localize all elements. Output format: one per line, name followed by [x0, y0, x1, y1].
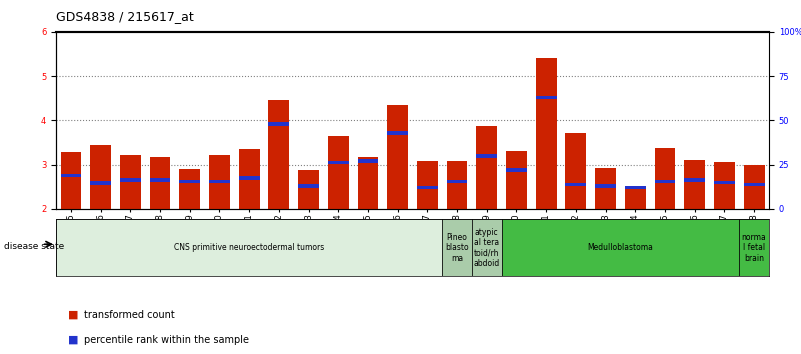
Bar: [298, 170, 319, 209]
Bar: [417, 161, 438, 209]
Text: ■: ■: [68, 335, 78, 345]
Bar: [268, 122, 289, 126]
Text: disease state: disease state: [4, 241, 64, 251]
Bar: [506, 168, 527, 172]
Text: GDS4838 / 215617_at: GDS4838 / 215617_at: [56, 10, 194, 23]
Bar: [298, 184, 319, 188]
Bar: [417, 186, 438, 189]
Bar: [684, 178, 705, 182]
Bar: [654, 180, 675, 183]
Text: transformed count: transformed count: [84, 310, 175, 320]
Bar: [684, 160, 705, 209]
Bar: [739, 219, 769, 276]
Bar: [91, 145, 111, 209]
Bar: [536, 58, 557, 209]
Bar: [477, 126, 497, 209]
Bar: [442, 219, 472, 276]
Text: atypic
al tera
toid/rh
abdoid: atypic al tera toid/rh abdoid: [473, 228, 500, 268]
Bar: [357, 156, 378, 209]
Bar: [150, 178, 171, 182]
Bar: [625, 186, 646, 189]
Bar: [625, 189, 646, 209]
Bar: [91, 182, 111, 185]
Bar: [357, 159, 378, 163]
Text: CNS primitive neuroectodermal tumors: CNS primitive neuroectodermal tumors: [174, 243, 324, 252]
Bar: [179, 180, 200, 183]
Bar: [447, 161, 468, 209]
Bar: [595, 168, 616, 209]
Bar: [56, 219, 442, 276]
Text: norma
l fetal
brain: norma l fetal brain: [742, 233, 767, 263]
Bar: [61, 152, 82, 209]
Bar: [536, 96, 557, 99]
Bar: [120, 155, 141, 209]
Bar: [714, 181, 735, 184]
Bar: [209, 155, 230, 209]
Bar: [566, 133, 586, 209]
Text: percentile rank within the sample: percentile rank within the sample: [84, 335, 249, 345]
Text: Pineo
blasto
ma: Pineo blasto ma: [445, 233, 469, 263]
Bar: [447, 180, 468, 183]
Bar: [654, 148, 675, 209]
Bar: [743, 183, 764, 186]
Bar: [239, 176, 260, 180]
Bar: [239, 149, 260, 209]
Bar: [743, 165, 764, 209]
Bar: [150, 156, 171, 209]
Bar: [566, 183, 586, 186]
Bar: [595, 184, 616, 188]
Bar: [387, 131, 408, 135]
Bar: [714, 162, 735, 209]
Text: ■: ■: [68, 310, 78, 320]
Text: Medulloblastoma: Medulloblastoma: [587, 243, 654, 252]
Bar: [268, 101, 289, 209]
Bar: [328, 161, 348, 164]
Bar: [209, 180, 230, 183]
Bar: [328, 136, 348, 209]
Bar: [506, 152, 527, 209]
Bar: [387, 105, 408, 209]
Bar: [472, 219, 501, 276]
Bar: [477, 154, 497, 158]
Bar: [179, 169, 200, 209]
Bar: [501, 219, 739, 276]
Bar: [120, 178, 141, 182]
Bar: [61, 174, 82, 177]
